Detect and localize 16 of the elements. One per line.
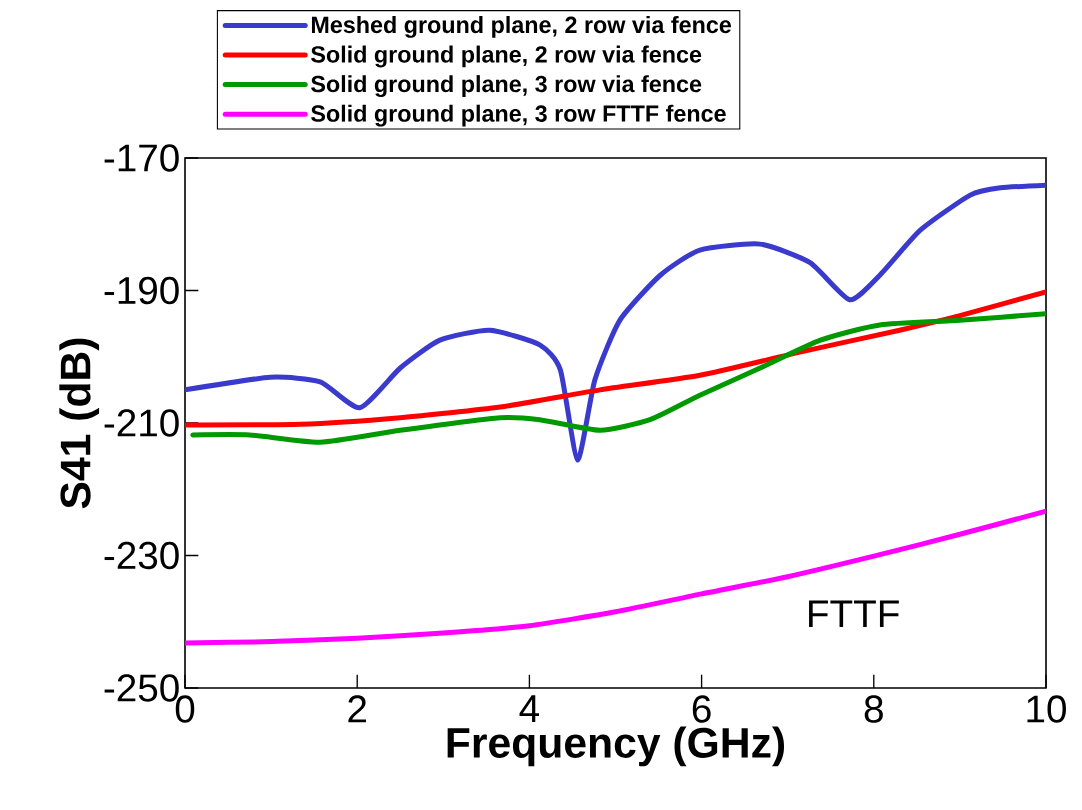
y-tick-label: -190	[104, 276, 179, 305]
annotation: FTTF	[809, 600, 899, 628]
legend-label: Solid ground plane, 3 row via fence	[311, 75, 702, 97]
x-tick-label: 10	[1027, 695, 1066, 723]
legend-label: Solid ground plane, 3 row FTTF fence	[311, 104, 726, 127]
x-tick-label: 4	[519, 695, 540, 722]
y-axis-title: S41 (dB)	[59, 338, 100, 509]
legend-label: Solid ground plane, 2 row via fence	[311, 45, 702, 68]
y-tick-label: -230	[104, 541, 179, 570]
y-tick-label: -170	[104, 144, 179, 172]
x-tick-label: 2	[348, 695, 366, 723]
x-axis-title: Frequency (GHz)	[447, 726, 785, 767]
legend-label: Meshed ground plane, 2 row via fence	[311, 15, 732, 38]
x-tick-label: 8	[864, 695, 883, 723]
y-tick-label: -210	[104, 409, 179, 437]
x-tick-label: 6	[692, 695, 711, 723]
